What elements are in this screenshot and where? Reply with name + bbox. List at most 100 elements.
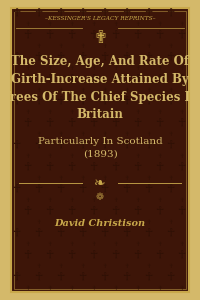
Text: ✝: ✝ — [80, 176, 84, 181]
Text: ☥: ☥ — [56, 52, 64, 62]
Text: ✝: ✝ — [124, 131, 128, 136]
Text: ✝: ✝ — [135, 242, 139, 247]
Text: ✝: ✝ — [36, 220, 40, 224]
Text: ✝: ✝ — [80, 88, 84, 92]
Text: ❁: ❁ — [96, 192, 104, 202]
Text: ✝: ✝ — [58, 88, 62, 92]
Text: ✝: ✝ — [25, 197, 29, 202]
Text: ☥: ☥ — [177, 74, 185, 84]
Text: ☥: ☥ — [12, 96, 20, 106]
Text: ☥: ☥ — [177, 250, 185, 260]
Text: ✝: ✝ — [113, 65, 117, 70]
Text: ☥: ☥ — [111, 30, 119, 40]
Text: ✝: ✝ — [25, 110, 29, 115]
Text: ☥: ☥ — [166, 52, 174, 62]
Text: ☥: ☥ — [111, 250, 119, 260]
Text: David Christison: David Christison — [54, 218, 146, 227]
Text: ✝: ✝ — [157, 154, 161, 158]
Text: ✝: ✝ — [146, 131, 150, 136]
Text: ☥: ☥ — [100, 140, 108, 150]
Text: ✝: ✝ — [157, 65, 161, 70]
Text: ☥: ☥ — [155, 250, 163, 260]
Text: ✝: ✝ — [102, 263, 106, 268]
Text: ☥: ☥ — [122, 184, 130, 194]
Text: ☥: ☥ — [67, 206, 75, 216]
Text: ☥: ☥ — [89, 30, 97, 40]
Text: ☥: ☥ — [34, 184, 42, 194]
Text: ☥: ☥ — [111, 206, 119, 216]
Text: ✝: ✝ — [69, 154, 73, 158]
Text: ✝: ✝ — [58, 263, 62, 268]
Text: Particularly In Scotland
(1893): Particularly In Scotland (1893) — [38, 137, 162, 159]
Text: ✝: ✝ — [179, 286, 183, 290]
Text: ✝: ✝ — [25, 242, 29, 247]
Text: ☥: ☥ — [34, 8, 42, 18]
Text: ✝: ✝ — [168, 88, 172, 92]
Text: ☥: ☥ — [144, 272, 152, 282]
Text: ✝: ✝ — [124, 88, 128, 92]
Text: ☥: ☥ — [166, 228, 174, 238]
Text: ✝: ✝ — [91, 65, 95, 70]
Text: ☥: ☥ — [177, 162, 185, 172]
Text: ☥: ☥ — [67, 30, 75, 40]
Text: ✝: ✝ — [80, 220, 84, 224]
Text: ☥: ☥ — [78, 140, 86, 150]
Text: ☥: ☥ — [100, 96, 108, 106]
Text: ✝: ✝ — [135, 22, 139, 26]
Text: ✝: ✝ — [25, 22, 29, 26]
Text: ☥: ☥ — [166, 272, 174, 282]
Text: –KESSINGER'S LEGACY REPRINTS–: –KESSINGER'S LEGACY REPRINTS– — [45, 16, 155, 20]
Text: ☥: ☥ — [177, 206, 185, 216]
Text: ☥: ☥ — [133, 250, 141, 260]
Text: ☥: ☥ — [34, 228, 42, 238]
Text: ✝: ✝ — [47, 197, 51, 202]
Text: ✝: ✝ — [36, 263, 40, 268]
Text: ✝: ✝ — [168, 263, 172, 268]
Text: ☥: ☥ — [12, 184, 20, 194]
Text: ☥: ☥ — [56, 184, 64, 194]
Text: ❧: ❧ — [94, 176, 106, 190]
Text: ☥: ☥ — [166, 8, 174, 18]
Text: ☥: ☥ — [45, 30, 53, 40]
Text: ☥: ☥ — [23, 30, 31, 40]
Text: ☥: ☥ — [45, 206, 53, 216]
Text: ☥: ☥ — [34, 272, 42, 282]
Text: ✝: ✝ — [36, 88, 40, 92]
Text: ☥: ☥ — [122, 140, 130, 150]
Text: ☥: ☥ — [45, 250, 53, 260]
Text: ☥: ☥ — [56, 8, 64, 18]
Text: ✝: ✝ — [58, 131, 62, 136]
Bar — [11, 8, 189, 292]
Text: ☥: ☥ — [155, 162, 163, 172]
Text: ✝: ✝ — [25, 154, 29, 158]
Text: ✝: ✝ — [124, 176, 128, 181]
Text: ✝: ✝ — [80, 131, 84, 136]
Text: ✝: ✝ — [113, 110, 117, 115]
Text: ☥: ☥ — [122, 272, 130, 282]
Text: ✝: ✝ — [25, 286, 29, 290]
Text: ✝: ✝ — [168, 220, 172, 224]
Text: ☥: ☥ — [111, 74, 119, 84]
Text: ☥: ☥ — [23, 250, 31, 260]
Text: ✝: ✝ — [58, 220, 62, 224]
Text: ✝: ✝ — [135, 65, 139, 70]
Text: ✝: ✝ — [36, 176, 40, 181]
Text: ☥: ☥ — [100, 52, 108, 62]
Text: ✝: ✝ — [47, 65, 51, 70]
Text: ☥: ☥ — [144, 228, 152, 238]
Text: ☥: ☥ — [34, 140, 42, 150]
Text: ✝: ✝ — [113, 197, 117, 202]
Text: ✝: ✝ — [47, 286, 51, 290]
Text: ✝: ✝ — [179, 154, 183, 158]
Text: ✝: ✝ — [47, 22, 51, 26]
Text: ☥: ☥ — [89, 206, 97, 216]
Text: ✝: ✝ — [47, 242, 51, 247]
Text: ✝: ✝ — [157, 197, 161, 202]
Text: ☥: ☥ — [155, 74, 163, 84]
Text: ☥: ☥ — [122, 8, 130, 18]
Text: ☥: ☥ — [67, 250, 75, 260]
Text: ☥: ☥ — [133, 30, 141, 40]
Text: ☥: ☥ — [111, 118, 119, 128]
Text: ☥: ☥ — [100, 184, 108, 194]
Text: ☥: ☥ — [78, 96, 86, 106]
